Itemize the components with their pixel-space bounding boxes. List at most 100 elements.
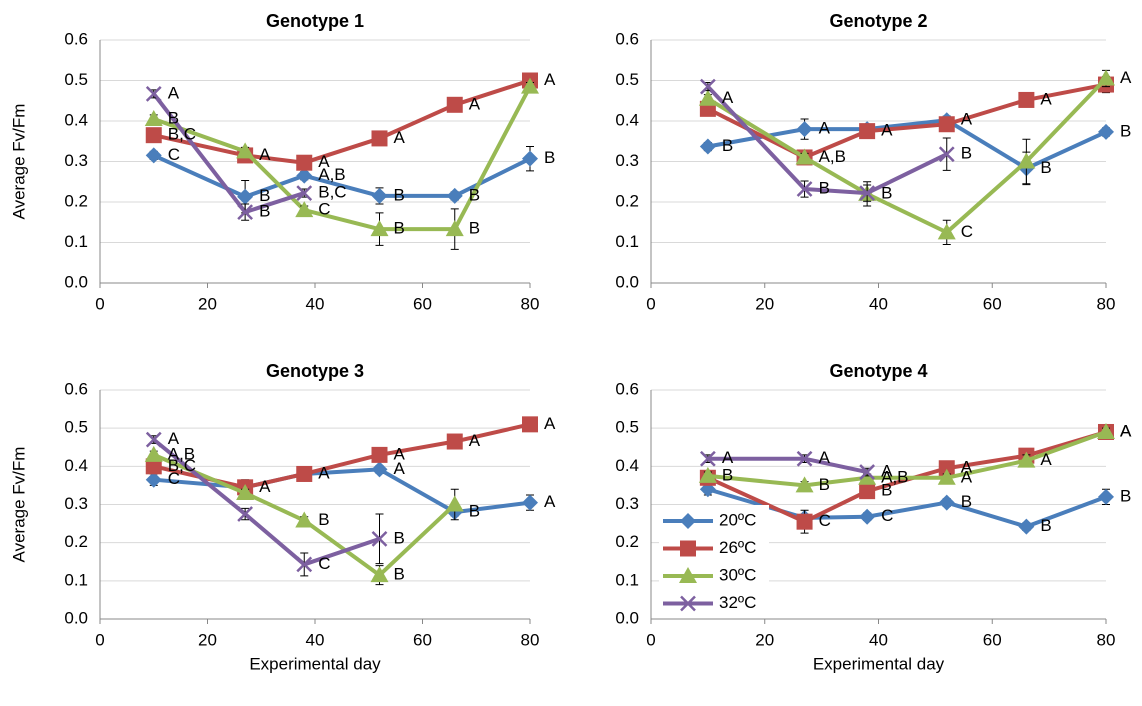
significance-letter: B [881,183,892,202]
significance-letter: B [1120,121,1131,140]
marker [1017,451,1036,468]
chart-title: Genotype 2 [829,11,927,31]
significance-letter: B [469,185,480,204]
marker [938,116,955,133]
significance-letter: A [318,463,330,482]
marker [145,458,162,475]
marker [1018,91,1035,108]
significance-letter: A [168,83,180,102]
marker [371,446,388,463]
y-tick-label: 0.4 [64,110,88,129]
marker [296,185,313,201]
significance-letter: B [819,179,830,198]
significance-letter: B [394,185,405,204]
y-tick-label: 0.4 [615,456,639,475]
marker [296,167,313,184]
significance-letter: B,C [168,456,196,475]
marker [680,513,696,529]
legend-label: 20ºC [719,510,756,529]
series-line [153,85,532,232]
x-tick-label: 60 [983,294,1002,313]
y-tick-label: 0.0 [615,272,639,291]
marker [237,188,254,205]
significance-letter: B [394,528,405,547]
marker [796,450,813,467]
significance-letter: A [469,431,481,450]
marker [1098,488,1114,505]
y-tick-label: 0.1 [64,232,88,251]
marker [522,416,538,433]
significance-letter: A [469,94,481,113]
chart-title: Genotype 1 [266,11,364,31]
y-tick-label: 0.3 [64,151,88,170]
marker [698,466,717,483]
significance-letter: A [722,448,734,467]
marker [446,187,463,204]
significance-letter: C [881,506,893,525]
y-tick-label: 0.4 [615,110,639,129]
significance-letter: A [961,458,973,477]
significance-letter: B [1040,158,1051,177]
significance-letter: A,B [881,467,908,486]
marker [680,540,696,557]
marker [237,204,254,221]
significance-letter: B [881,481,892,500]
significance-letter: C [168,145,180,164]
marker [295,201,314,218]
x-axis-label: Experimental day [813,654,945,673]
marker [796,181,813,197]
significance-letter: B [819,475,830,494]
marker [145,127,162,144]
significance-letter: A [961,110,973,129]
significance-letter: A [259,145,271,164]
y-tick-label: 0.1 [615,570,639,589]
marker [1098,123,1114,140]
marker [296,154,313,171]
marker [296,556,313,573]
significance-letter: A [722,88,734,107]
x-tick-label: 20 [198,630,217,649]
significance-letter: B [168,108,179,127]
marker [859,185,876,201]
significance-letter: A [819,448,831,467]
marker [521,77,539,94]
marker [144,109,163,126]
marker [1018,518,1035,535]
significance-letter: A [394,459,406,478]
significance-letter: B [544,148,555,167]
y-tick-label: 0.1 [615,232,639,251]
marker [937,468,956,485]
y-tick-label: 0.0 [64,608,88,627]
marker [796,513,813,530]
marker [938,460,955,477]
x-tick-label: 40 [869,294,888,313]
marker [679,567,697,583]
marker [859,483,876,500]
significance-letter: A [544,414,556,433]
y-tick-label: 0.5 [64,70,88,89]
significance-letter: A [394,128,406,147]
y-axis-label: Average Fv/Fm [9,104,28,220]
significance-letter: C [318,554,330,573]
marker [1097,69,1115,86]
x-tick-label: 20 [755,630,774,649]
series-line [706,77,1108,235]
significance-letter: A,B [168,444,195,463]
x-tick-label: 20 [198,294,217,313]
marker [699,78,716,95]
marker [370,220,389,237]
y-axis-label: Average Fv/Fm [9,447,28,563]
marker [1017,152,1036,169]
significance-letter: A [961,467,973,486]
significance-letter: A [1120,421,1132,440]
marker [522,494,538,511]
significance-letter: A [1040,89,1052,108]
x-tick-label: 60 [983,630,1002,649]
y-tick-label: 0.5 [615,418,639,437]
significance-letter: B [722,136,733,155]
y-tick-label: 0.0 [64,272,88,291]
significance-letter: B [318,510,329,529]
marker [698,89,717,106]
x-tick-label: 0 [95,294,104,313]
